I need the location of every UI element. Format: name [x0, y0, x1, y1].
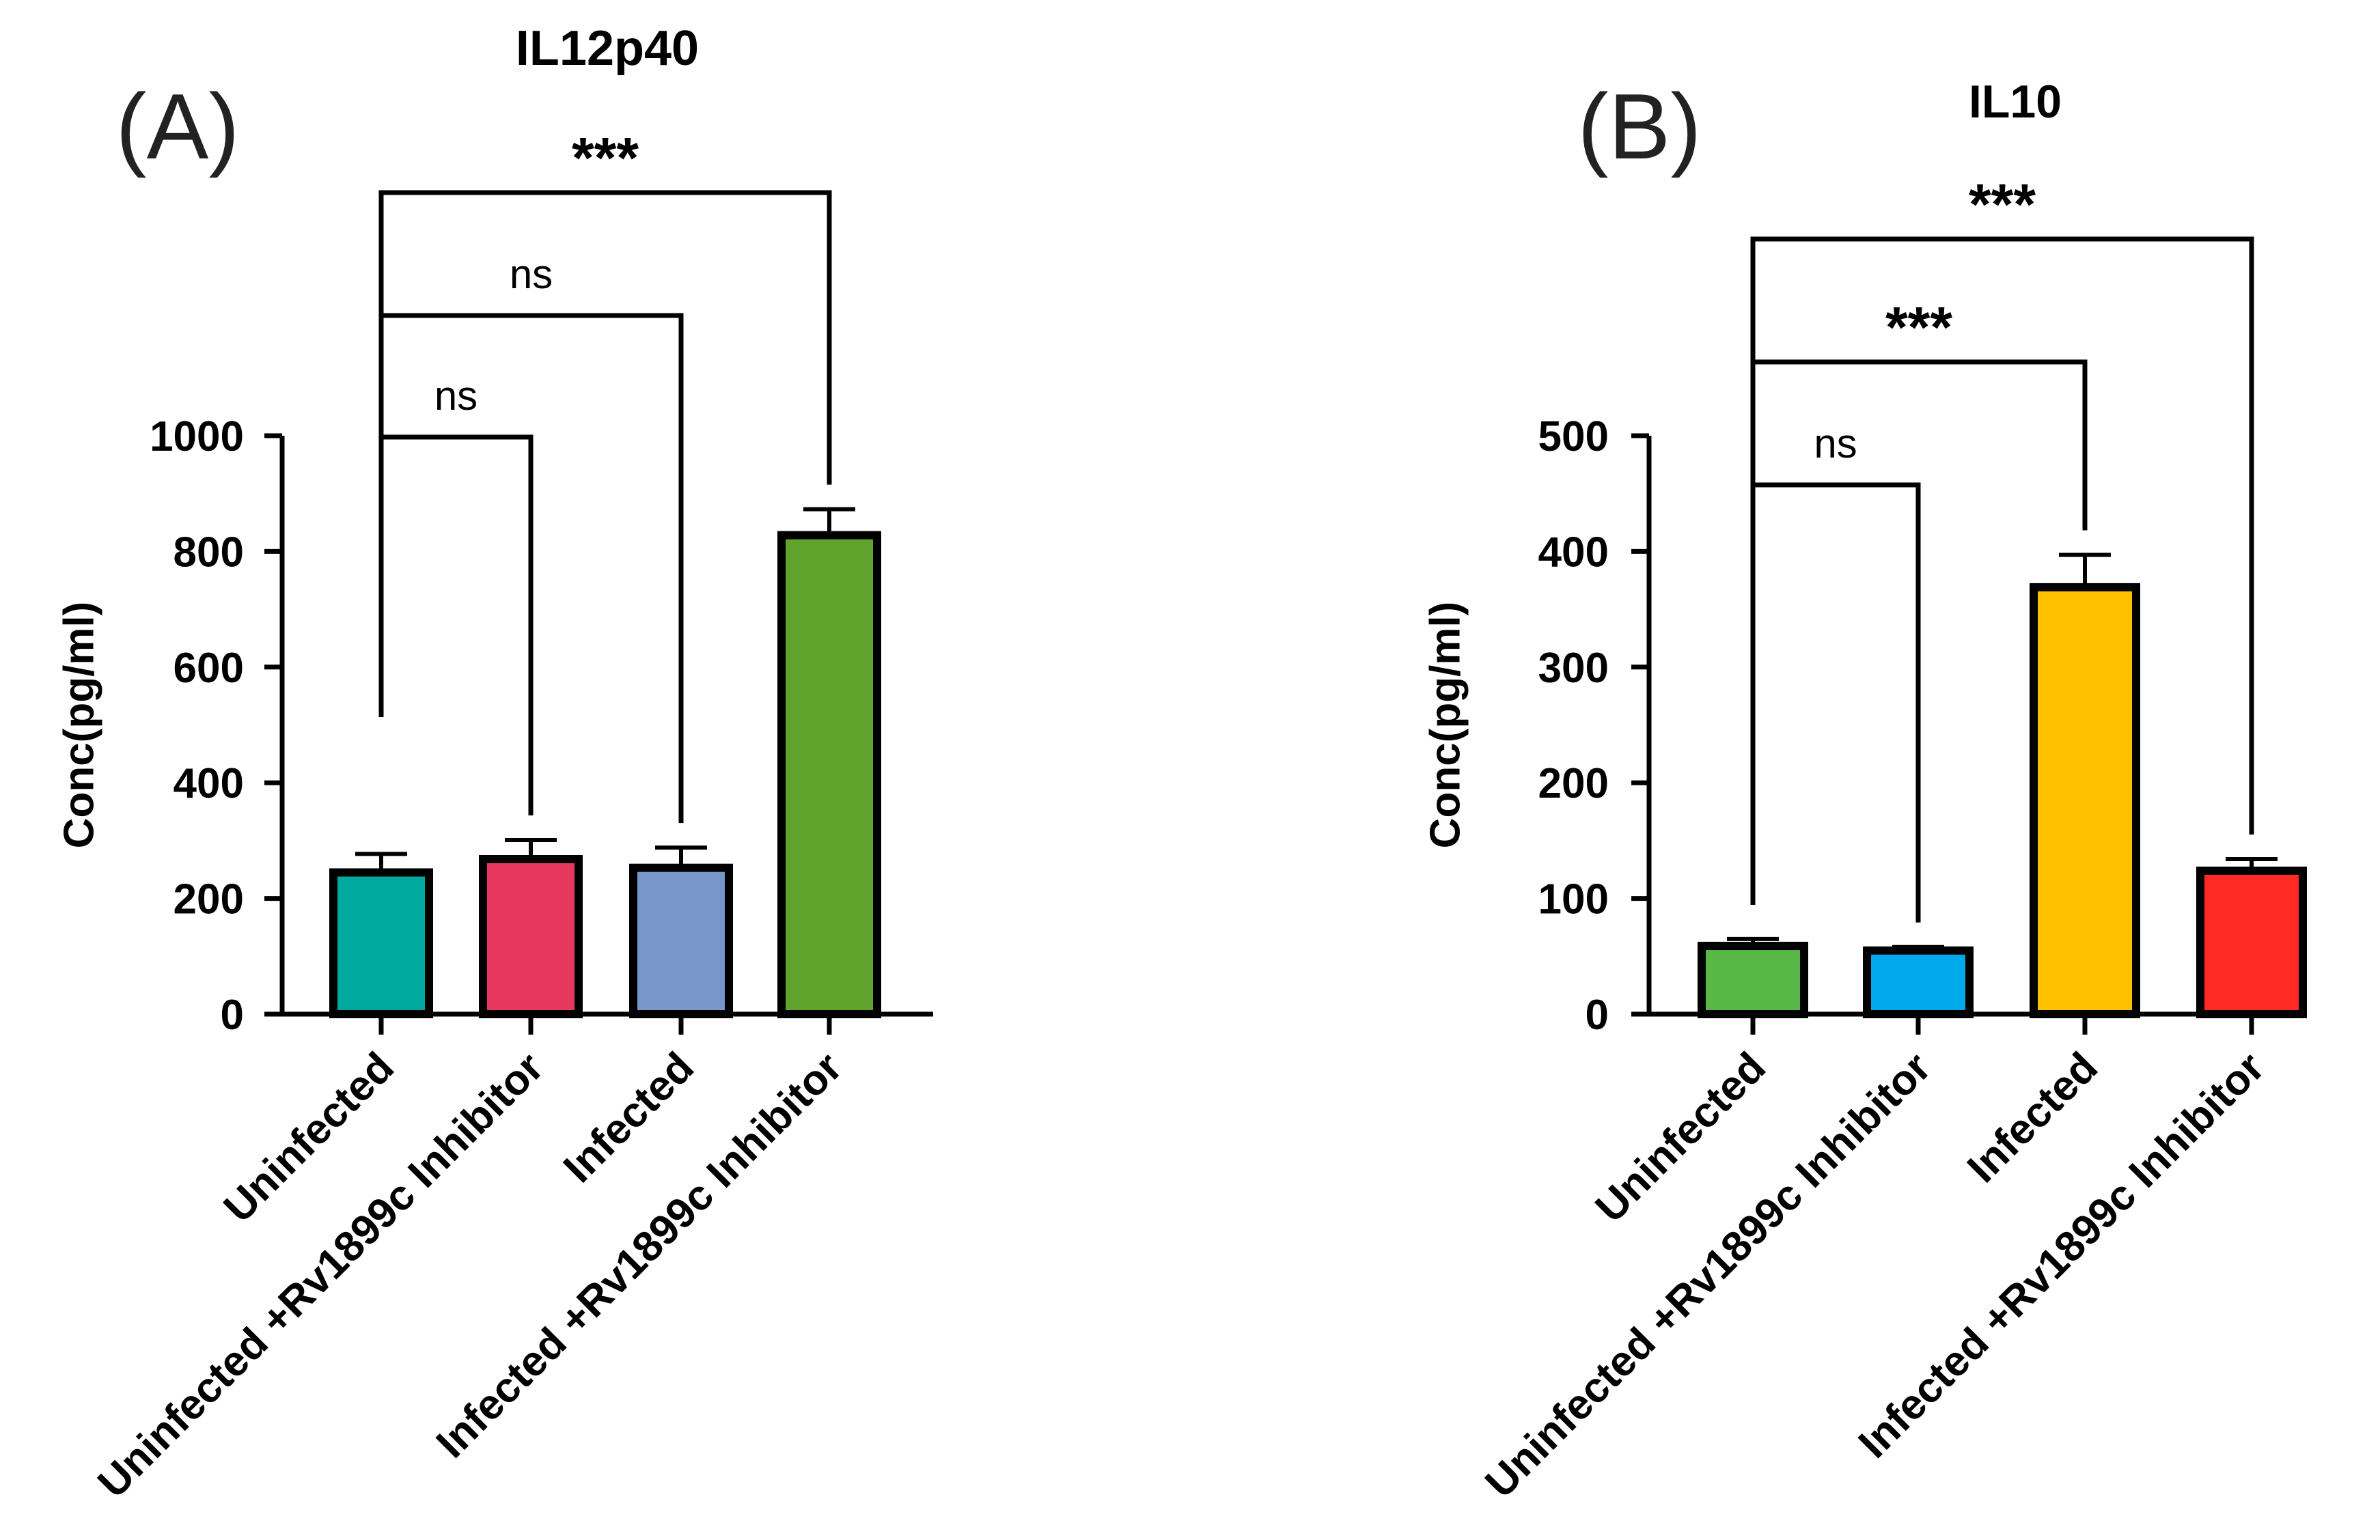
significance-bracket	[378, 190, 832, 485]
bar	[1698, 942, 1808, 1018]
significance-label: ns	[510, 251, 553, 297]
bar	[329, 868, 433, 1018]
x-tick-label: Infected	[555, 1044, 703, 1192]
y-tick-label: 600	[174, 645, 244, 692]
panel-b: IL10(B)Conc(pg/ml)0100200300400500Uninfe…	[1422, 74, 2307, 1507]
y-tick-label: 400	[1538, 529, 1609, 576]
y-tick-label: 0	[1586, 992, 1609, 1039]
significance-label: ***	[1885, 295, 1952, 359]
significance-label: ***	[572, 126, 639, 190]
panel-a: IL12p40(A)Conc(pg/ml)02004006008001000Un…	[55, 21, 933, 1507]
x-tick-label: Infected	[1959, 1044, 2107, 1192]
significance-label: ns	[1814, 421, 1857, 466]
y-tick-label: 200	[1538, 760, 1609, 807]
y-tick-label: 300	[1538, 645, 1609, 692]
y-axis-label: Conc(pg/ml)	[1422, 602, 1469, 849]
bar	[2196, 866, 2307, 1018]
chart-title: IL12p40	[516, 21, 699, 76]
y-axis-label: Conc(pg/ml)	[55, 602, 102, 849]
chart-title: IL10	[1969, 76, 2062, 128]
y-tick-label: 1000	[150, 413, 244, 460]
bar	[2030, 583, 2140, 1018]
y-tick-label: 0	[221, 992, 244, 1039]
bar	[1863, 946, 1974, 1018]
significance-label: ns	[434, 373, 478, 419]
significance-bracket	[1750, 482, 1921, 923]
significance-bracket	[1750, 236, 2254, 835]
y-tick-label: 200	[174, 876, 244, 923]
significance-label: ***	[1969, 172, 2036, 236]
y-tick-label: 800	[174, 529, 244, 576]
panel-label: (B)	[1577, 74, 1701, 178]
y-tick-label: 500	[1538, 413, 1609, 460]
y-tick-label: 400	[174, 760, 244, 807]
y-tick-label: 100	[1538, 876, 1609, 923]
bar	[479, 855, 583, 1019]
panel-label: (A)	[115, 74, 239, 178]
significance-bracket	[378, 434, 534, 816]
bar	[777, 531, 881, 1018]
bar	[629, 863, 733, 1018]
